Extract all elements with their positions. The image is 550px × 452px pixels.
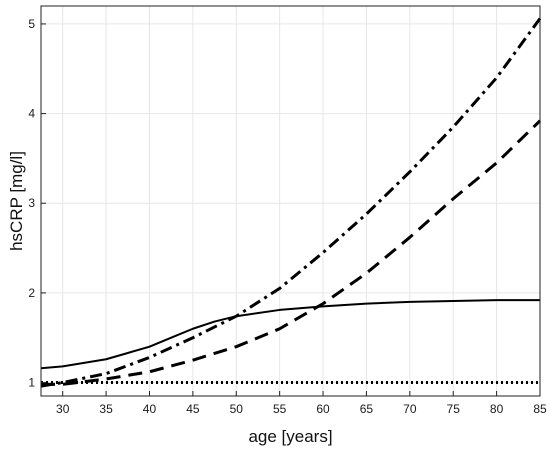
plot-frame xyxy=(40,5,541,397)
x-tick-label: 30 xyxy=(56,402,70,416)
x-tick-label: 75 xyxy=(447,402,461,416)
series-line-dash-dot xyxy=(40,17,542,388)
series-lines xyxy=(40,17,542,388)
x-tick-label: 80 xyxy=(490,402,504,416)
x-tick-label: 40 xyxy=(143,402,157,416)
x-tick-label: 65 xyxy=(360,402,374,416)
x-tick-label: 45 xyxy=(186,402,200,416)
x-tick-label: 60 xyxy=(316,402,330,416)
x-tick-label: 35 xyxy=(99,402,113,416)
x-axis-label: age [years] xyxy=(248,427,332,446)
series-line-dashed xyxy=(41,119,542,386)
y-tick-label: 1 xyxy=(28,376,35,390)
y-tick-label: 4 xyxy=(28,107,35,121)
x-tick-label: 85 xyxy=(533,402,547,416)
y-tick-label: 2 xyxy=(28,286,35,300)
x-tick-label: 55 xyxy=(273,402,287,416)
x-tick-label: 70 xyxy=(403,402,417,416)
y-tick-label: 5 xyxy=(28,17,35,31)
y-tick-label: 3 xyxy=(28,196,35,210)
y-axis-label: hsCRP [mg/l] xyxy=(7,151,26,251)
x-tick-label: 50 xyxy=(230,402,244,416)
